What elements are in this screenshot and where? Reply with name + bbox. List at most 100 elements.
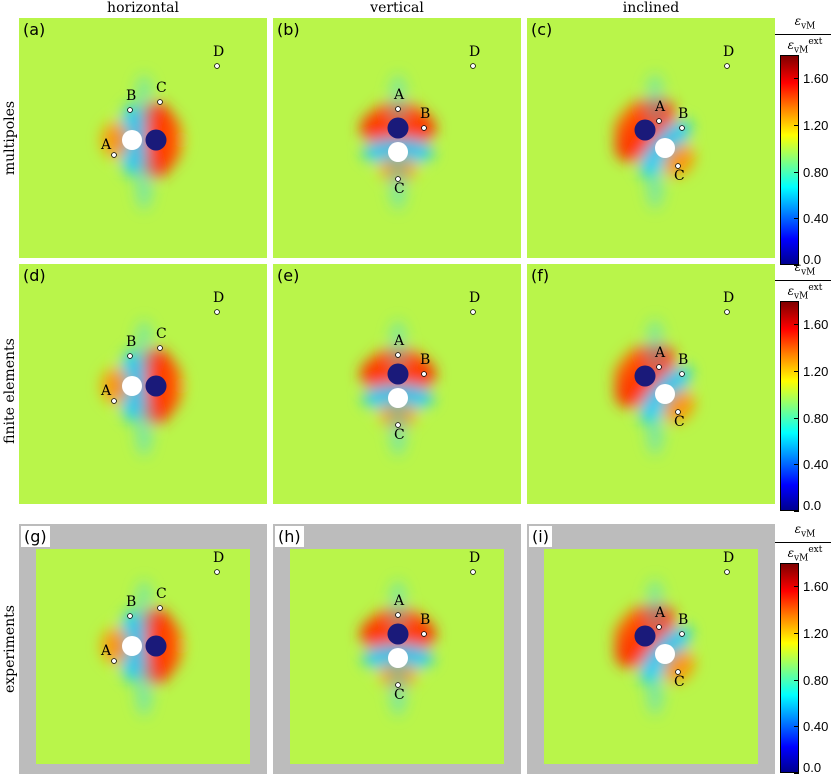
heatmap-panel: A B C D (a) xyxy=(19,18,267,258)
point-label-d: D xyxy=(723,44,734,60)
point-label-a: A xyxy=(393,333,405,349)
point-marker-b xyxy=(679,371,685,377)
colorbar-tick-mark xyxy=(794,511,799,512)
point-marker-b xyxy=(421,125,427,131)
point-label-a: A xyxy=(393,87,405,103)
inclusion-marker xyxy=(387,117,409,139)
point-label-a: A xyxy=(654,99,666,115)
point-marker-c xyxy=(395,176,401,182)
point-label-d: D xyxy=(469,290,480,306)
inclusion-marker xyxy=(145,129,167,151)
heatmap-panel: A B C D (b) xyxy=(273,18,521,258)
colorbar-tick-label: 0.0 xyxy=(803,498,822,513)
point-label-a: A xyxy=(654,605,666,621)
column-title-horizontal: horizontal xyxy=(107,0,179,16)
colorbar-tick-mark xyxy=(794,218,799,220)
point-label-b: B xyxy=(126,334,136,350)
colorbar-tick-label: 0.40 xyxy=(803,211,829,227)
point-marker-b xyxy=(421,631,427,637)
hole-marker xyxy=(122,130,142,150)
colorbar-tick-label: 1.60 xyxy=(803,579,829,595)
point-label-c: C xyxy=(156,326,167,342)
point-marker-d xyxy=(214,569,220,575)
panel-label: (e) xyxy=(277,266,300,285)
colorbar-tick-mark xyxy=(794,773,799,774)
row-title-finite-elements: finite elements xyxy=(2,338,19,444)
colorbar-tick-label: 1.20 xyxy=(803,364,829,379)
point-label-a: A xyxy=(654,345,666,361)
hole-marker xyxy=(388,388,408,408)
inclusion-marker xyxy=(145,375,167,397)
point-label-d: D xyxy=(723,290,734,306)
colorbar-gradient xyxy=(780,55,799,265)
point-marker-d xyxy=(724,309,730,315)
colorbar-tick-mark xyxy=(794,324,799,326)
point-marker-b xyxy=(127,613,133,619)
colorbar-tick-mark xyxy=(794,171,799,173)
inclusion-marker xyxy=(634,365,656,387)
heatmap-panel: A B C D (g) xyxy=(19,524,267,774)
hole-marker xyxy=(655,138,675,158)
colorbar-tick-mark xyxy=(794,633,799,634)
hole-marker xyxy=(122,636,142,656)
panel-label: (c) xyxy=(531,20,553,39)
panel-label: (d) xyxy=(23,266,46,285)
point-marker-c xyxy=(157,605,163,611)
inclusion-marker xyxy=(387,363,409,385)
point-label-c: C xyxy=(674,168,685,184)
row-title-experiments: experiments xyxy=(2,605,18,693)
point-label-c: C xyxy=(394,427,405,443)
point-label-c: C xyxy=(156,80,167,96)
heatmap-panel: A B C D (e) xyxy=(273,264,521,504)
panel-label: (g) xyxy=(21,526,50,547)
point-label-b: B xyxy=(420,106,430,122)
point-marker-c xyxy=(395,422,401,428)
point-label-d: D xyxy=(469,44,480,60)
point-marker-b xyxy=(127,353,133,359)
colorbar-title: εvM εvMext xyxy=(775,14,831,58)
point-marker-c xyxy=(157,99,163,105)
inclusion-marker xyxy=(634,625,656,647)
point-label-b: B xyxy=(678,106,688,122)
colorbar-tick-label: 1.20 xyxy=(803,626,829,641)
colorbar-title: εvM εvMext xyxy=(775,522,831,566)
panel-label: (h) xyxy=(275,526,304,547)
point-marker-d xyxy=(214,309,220,315)
inclusion-marker xyxy=(145,635,167,657)
point-label-b: B xyxy=(126,594,136,610)
colorbar-tick-mark xyxy=(794,371,799,372)
colorbar-tick-label: 1.20 xyxy=(803,118,829,133)
point-label-a: A xyxy=(100,383,112,399)
colorbar-gradient xyxy=(780,301,799,511)
point-label-b: B xyxy=(678,612,688,628)
colorbar-tick-label: 1.60 xyxy=(803,71,829,87)
heatmap-panel: A B C D (d) xyxy=(19,264,267,504)
colorbar: εvM εvMext 1.60 1.20 0.80 0.40 0.0 xyxy=(775,260,831,513)
colorbar-tick-label: 0.80 xyxy=(803,410,829,426)
point-marker-a xyxy=(656,118,662,124)
colorbar-tick-mark xyxy=(794,726,799,728)
heatmap-panel: A B C D (h) xyxy=(273,524,521,774)
point-marker-d xyxy=(214,63,220,69)
row-title-multipoles: multipoles xyxy=(2,100,18,176)
hole-marker xyxy=(655,384,675,404)
hole-marker xyxy=(122,376,142,396)
point-marker-c xyxy=(675,669,681,675)
hole-marker xyxy=(655,644,675,664)
panel-label: (f) xyxy=(531,266,550,285)
point-marker-b xyxy=(421,371,427,377)
point-label-c: C xyxy=(394,687,405,703)
colorbar-tick-mark xyxy=(794,78,799,80)
point-marker-a xyxy=(656,364,662,370)
panel-label: (i) xyxy=(529,526,552,547)
point-label-d: D xyxy=(723,550,734,566)
point-marker-d xyxy=(470,63,476,69)
point-marker-b xyxy=(679,631,685,637)
